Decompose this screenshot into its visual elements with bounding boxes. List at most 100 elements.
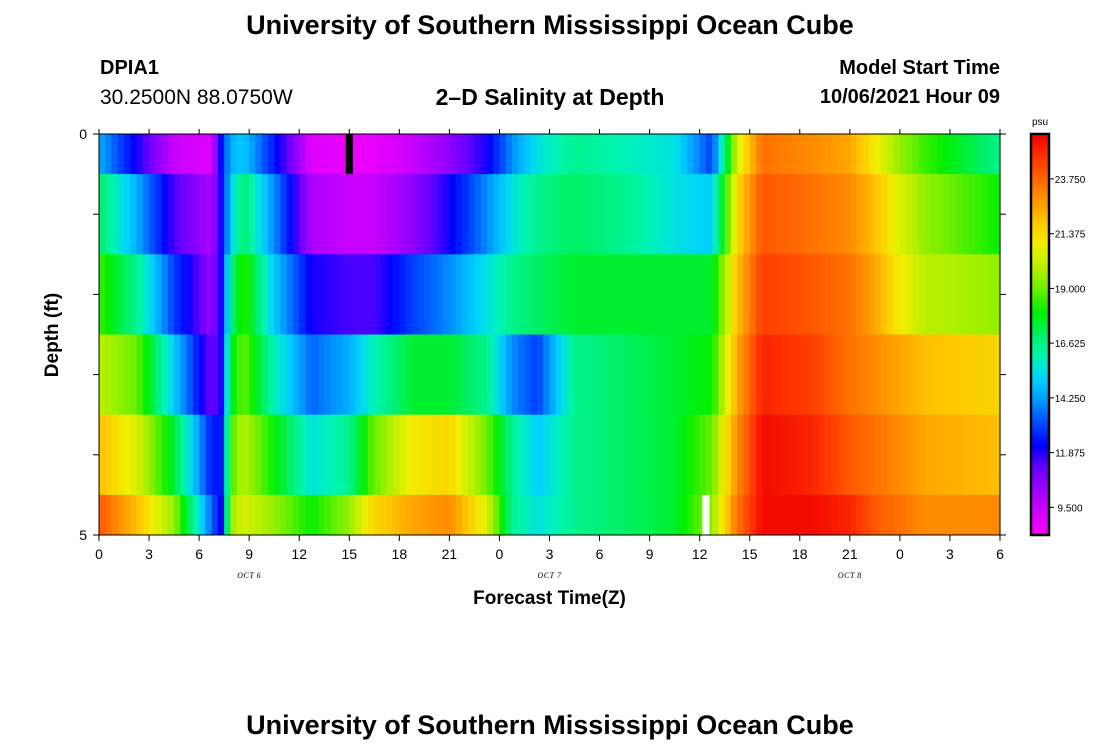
heatmap-cell: [918, 414, 926, 496]
heatmap-cell: [881, 334, 888, 416]
heatmap-cell: [386, 134, 394, 175]
colorbar-segment: [1031, 481, 1049, 486]
heatmap-cell: [505, 414, 513, 496]
heatmap-cell: [993, 334, 1001, 416]
heatmap-cell: [230, 174, 238, 255]
colorbar-segment: [1031, 524, 1049, 529]
colorbar-segment: [1031, 528, 1049, 533]
heatmap-cell: [580, 414, 588, 496]
heatmap-cell: [468, 414, 476, 496]
heatmap-cell: [405, 174, 413, 255]
heatmap-cell: [105, 494, 113, 536]
heatmap-cell: [99, 334, 106, 416]
heatmap-cell: [324, 334, 332, 416]
heatmap-cell: [755, 334, 763, 416]
heatmap-cell: [856, 494, 863, 536]
colorbar-segment: [1031, 391, 1049, 396]
colorbar-segment: [1031, 491, 1049, 496]
heatmap-cell: [981, 254, 989, 335]
heatmap-cell: [680, 134, 688, 175]
heatmap-cell: [724, 174, 732, 255]
x-tick-label: 12: [291, 546, 307, 562]
x-tick-label: 9: [646, 546, 654, 562]
heatmap-cell: [405, 494, 413, 536]
heatmap-cell: [149, 174, 156, 255]
x-tick-label: 18: [792, 546, 808, 562]
heatmap-cell: [142, 254, 150, 335]
heatmap-cell: [693, 494, 701, 536]
heatmap-cell: [136, 174, 144, 255]
heatmap-cell: [217, 334, 225, 416]
heatmap-cell: [868, 134, 876, 175]
heatmap-cell: [299, 494, 307, 536]
heatmap-cell: [361, 334, 369, 416]
y-axis-label: Depth (ft): [42, 293, 63, 377]
colorbar-segment: [1031, 321, 1049, 326]
heatmap-cell: [749, 414, 757, 496]
heatmap-cell: [743, 494, 751, 536]
heatmap-cell: [781, 254, 788, 335]
heatmap-cell: [324, 414, 332, 496]
heatmap-cell: [211, 174, 219, 255]
heatmap-cell: [267, 414, 275, 496]
heatmap-cell: [530, 254, 538, 335]
colorbar-segment: [1031, 311, 1049, 316]
heatmap-cell: [286, 254, 294, 335]
colorbar-segment: [1031, 438, 1049, 443]
heatmap-cell: [605, 134, 613, 175]
heatmap-cell: [893, 414, 901, 496]
heatmap-cell: [174, 254, 181, 335]
heatmap-cell: [355, 134, 363, 175]
heatmap-cell: [687, 494, 695, 536]
heatmap-cell: [956, 134, 964, 175]
colorbar-segment: [1031, 518, 1049, 523]
colorbar-segment: [1031, 397, 1049, 402]
heatmap-cell: [974, 414, 982, 496]
heatmap-cell: [587, 254, 594, 335]
heatmap-cell: [637, 134, 644, 175]
heatmap-cell: [806, 494, 813, 536]
heatmap-cell: [324, 494, 332, 536]
heatmap-cell: [981, 494, 989, 536]
heatmap-cell: [474, 254, 482, 335]
x-tick-label: 0: [896, 546, 904, 562]
heatmap-cell: [186, 334, 194, 416]
heatmap-cell: [655, 414, 663, 496]
heatmap-cell: [724, 134, 732, 175]
colorbar-segment: [1031, 468, 1049, 473]
colorbar-segment: [1031, 314, 1049, 319]
x-tick-label: 18: [392, 546, 408, 562]
heatmap-cell: [480, 414, 488, 496]
heatmap-cell: [705, 254, 713, 335]
heatmap-cell: [292, 174, 300, 255]
heatmap-cell: [292, 414, 300, 496]
heatmap-cell: [111, 134, 119, 175]
heatmap-cell: [730, 494, 738, 536]
heatmap-cell: [837, 334, 845, 416]
heatmap-cell: [530, 174, 538, 255]
x-tick-label: 6: [996, 546, 1004, 562]
heatmap-cell: [167, 174, 175, 255]
heatmap-cell: [386, 254, 394, 335]
heatmap-cell: [530, 134, 538, 175]
heatmap-cell: [718, 494, 726, 536]
heatmap-cell: [668, 174, 676, 255]
heatmap-cell: [687, 254, 695, 335]
heatmap-cell: [505, 134, 513, 175]
heatmap-cell: [568, 334, 576, 416]
colorbar-segment: [1031, 504, 1049, 509]
heatmap-cell: [837, 494, 845, 536]
heatmap-cell: [124, 414, 131, 496]
heatmap-cell: [186, 494, 194, 536]
heatmap-cell: [361, 134, 369, 175]
heatmap-cell: [449, 334, 457, 416]
colorbar-segment: [1031, 384, 1049, 389]
heatmap-cell: [743, 414, 751, 496]
heatmap-cell: [730, 174, 738, 255]
heatmap-cell: [461, 494, 469, 536]
heatmap-cell: [737, 334, 745, 416]
heatmap-cell: [280, 414, 288, 496]
heatmap-cell: [937, 254, 945, 335]
heatmap-cell: [330, 174, 338, 255]
